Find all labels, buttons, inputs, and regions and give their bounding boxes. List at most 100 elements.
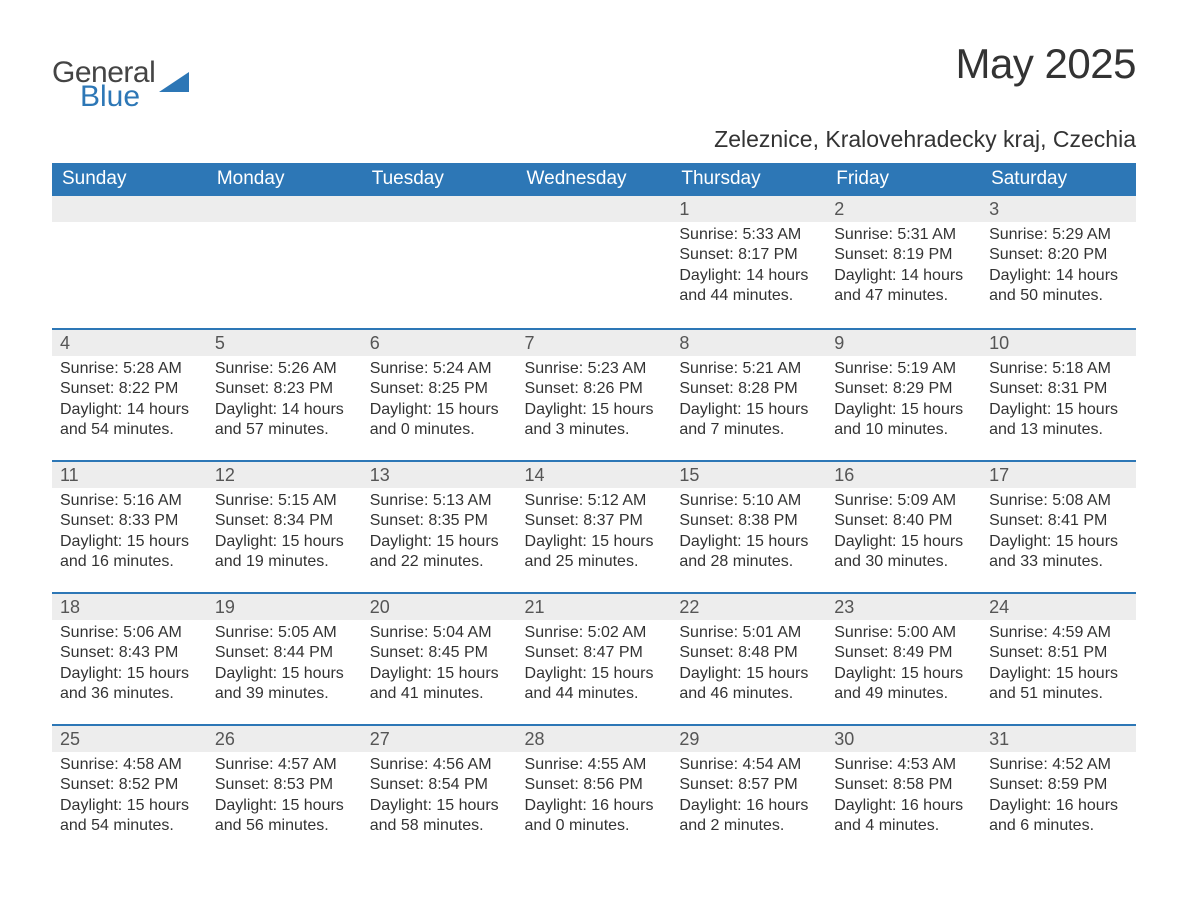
calendar-body: 1Sunrise: 5:33 AMSunset: 8:17 PMDaylight…: [52, 196, 1136, 856]
sunset-line: Sunset: 8:38 PM: [679, 511, 818, 531]
day-details: Sunrise: 5:04 AMSunset: 8:45 PMDaylight:…: [362, 620, 517, 707]
sunset-line: Sunset: 8:47 PM: [525, 643, 664, 663]
daylight-line: Daylight: 14 hours and 54 minutes.: [60, 400, 199, 441]
calendar-day-cell: 8Sunrise: 5:21 AMSunset: 8:28 PMDaylight…: [671, 328, 826, 460]
day-number: 14: [517, 460, 672, 488]
sunset-line: Sunset: 8:56 PM: [525, 775, 664, 795]
day-number: 12: [207, 460, 362, 488]
sunrise-line: Sunrise: 5:19 AM: [834, 359, 973, 379]
day-number: 3: [981, 196, 1136, 222]
weekday-header: Thursday: [671, 163, 826, 196]
sunset-line: Sunset: 8:49 PM: [834, 643, 973, 663]
calendar-day-cell: 23Sunrise: 5:00 AMSunset: 8:49 PMDayligh…: [826, 592, 981, 724]
day-number: 23: [826, 592, 981, 620]
day-number: 1: [671, 196, 826, 222]
day-number: 15: [671, 460, 826, 488]
day-number: 31: [981, 724, 1136, 752]
weekday-header: Wednesday: [517, 163, 672, 196]
daylight-line: Daylight: 14 hours and 50 minutes.: [989, 266, 1128, 307]
sunset-line: Sunset: 8:25 PM: [370, 379, 509, 399]
calendar-day-cell: [207, 196, 362, 328]
daylight-line: Daylight: 15 hours and 33 minutes.: [989, 532, 1128, 573]
daylight-line: Daylight: 15 hours and 3 minutes.: [525, 400, 664, 441]
calendar-day-cell: 21Sunrise: 5:02 AMSunset: 8:47 PMDayligh…: [517, 592, 672, 724]
sunset-line: Sunset: 8:48 PM: [679, 643, 818, 663]
day-details: Sunrise: 4:59 AMSunset: 8:51 PMDaylight:…: [981, 620, 1136, 707]
month-title: May 2025: [956, 40, 1136, 88]
day-details: Sunrise: 5:19 AMSunset: 8:29 PMDaylight:…: [826, 356, 981, 443]
day-details: Sunrise: 5:13 AMSunset: 8:35 PMDaylight:…: [362, 488, 517, 575]
day-number: 10: [981, 328, 1136, 356]
day-details: Sunrise: 5:31 AMSunset: 8:19 PMDaylight:…: [826, 222, 981, 309]
calendar-day-cell: 5Sunrise: 5:26 AMSunset: 8:23 PMDaylight…: [207, 328, 362, 460]
calendar-day-cell: 15Sunrise: 5:10 AMSunset: 8:38 PMDayligh…: [671, 460, 826, 592]
day-details: Sunrise: 5:24 AMSunset: 8:25 PMDaylight:…: [362, 356, 517, 443]
calendar-day-cell: 16Sunrise: 5:09 AMSunset: 8:40 PMDayligh…: [826, 460, 981, 592]
sunset-line: Sunset: 8:41 PM: [989, 511, 1128, 531]
sunrise-line: Sunrise: 4:57 AM: [215, 755, 354, 775]
day-details: Sunrise: 5:26 AMSunset: 8:23 PMDaylight:…: [207, 356, 362, 443]
sunrise-line: Sunrise: 4:55 AM: [525, 755, 664, 775]
daylight-line: Daylight: 14 hours and 47 minutes.: [834, 266, 973, 307]
calendar-day-cell: 28Sunrise: 4:55 AMSunset: 8:56 PMDayligh…: [517, 724, 672, 856]
day-number: 27: [362, 724, 517, 752]
sunrise-line: Sunrise: 5:33 AM: [679, 225, 818, 245]
daylight-line: Daylight: 14 hours and 44 minutes.: [679, 266, 818, 307]
daylight-line: Daylight: 15 hours and 10 minutes.: [834, 400, 973, 441]
sunset-line: Sunset: 8:28 PM: [679, 379, 818, 399]
calendar-day-cell: 18Sunrise: 5:06 AMSunset: 8:43 PMDayligh…: [52, 592, 207, 724]
sunset-line: Sunset: 8:23 PM: [215, 379, 354, 399]
daylight-line: Daylight: 15 hours and 49 minutes.: [834, 664, 973, 705]
daylight-line: Daylight: 15 hours and 51 minutes.: [989, 664, 1128, 705]
weekday-header: Friday: [826, 163, 981, 196]
sunset-line: Sunset: 8:43 PM: [60, 643, 199, 663]
day-details: Sunrise: 5:33 AMSunset: 8:17 PMDaylight:…: [671, 222, 826, 309]
day-number: 7: [517, 328, 672, 356]
weekday-header: Tuesday: [362, 163, 517, 196]
sunset-line: Sunset: 8:44 PM: [215, 643, 354, 663]
calendar-week-row: 1Sunrise: 5:33 AMSunset: 8:17 PMDaylight…: [52, 196, 1136, 328]
day-details: Sunrise: 5:08 AMSunset: 8:41 PMDaylight:…: [981, 488, 1136, 575]
day-number: 19: [207, 592, 362, 620]
weekday-header: Sunday: [52, 163, 207, 196]
day-details: Sunrise: 5:01 AMSunset: 8:48 PMDaylight:…: [671, 620, 826, 707]
calendar-day-cell: 9Sunrise: 5:19 AMSunset: 8:29 PMDaylight…: [826, 328, 981, 460]
weekday-header: Monday: [207, 163, 362, 196]
sunset-line: Sunset: 8:58 PM: [834, 775, 973, 795]
sunset-line: Sunset: 8:40 PM: [834, 511, 973, 531]
daylight-line: Daylight: 15 hours and 54 minutes.: [60, 796, 199, 837]
daylight-line: Daylight: 16 hours and 4 minutes.: [834, 796, 973, 837]
calendar-day-cell: 22Sunrise: 5:01 AMSunset: 8:48 PMDayligh…: [671, 592, 826, 724]
title-block: May 2025: [956, 40, 1136, 88]
sunset-line: Sunset: 8:29 PM: [834, 379, 973, 399]
sunset-line: Sunset: 8:17 PM: [679, 245, 818, 265]
daylight-line: Daylight: 15 hours and 44 minutes.: [525, 664, 664, 705]
calendar-day-cell: 26Sunrise: 4:57 AMSunset: 8:53 PMDayligh…: [207, 724, 362, 856]
daylight-line: Daylight: 16 hours and 6 minutes.: [989, 796, 1128, 837]
daylight-line: Daylight: 15 hours and 7 minutes.: [679, 400, 818, 441]
daylight-line: Daylight: 16 hours and 2 minutes.: [679, 796, 818, 837]
sunrise-line: Sunrise: 5:01 AM: [679, 623, 818, 643]
sunset-line: Sunset: 8:22 PM: [60, 379, 199, 399]
day-number: 26: [207, 724, 362, 752]
day-details: Sunrise: 4:56 AMSunset: 8:54 PMDaylight:…: [362, 752, 517, 839]
daylight-line: Daylight: 14 hours and 57 minutes.: [215, 400, 354, 441]
day-number: 8: [671, 328, 826, 356]
sunrise-line: Sunrise: 4:52 AM: [989, 755, 1128, 775]
day-details: Sunrise: 5:02 AMSunset: 8:47 PMDaylight:…: [517, 620, 672, 707]
day-details: Sunrise: 4:52 AMSunset: 8:59 PMDaylight:…: [981, 752, 1136, 839]
calendar-day-cell: 20Sunrise: 5:04 AMSunset: 8:45 PMDayligh…: [362, 592, 517, 724]
day-number: 5: [207, 328, 362, 356]
calendar-day-cell: 25Sunrise: 4:58 AMSunset: 8:52 PMDayligh…: [52, 724, 207, 856]
day-details: Sunrise: 5:21 AMSunset: 8:28 PMDaylight:…: [671, 356, 826, 443]
calendar-day-cell: 6Sunrise: 5:24 AMSunset: 8:25 PMDaylight…: [362, 328, 517, 460]
day-details: Sunrise: 5:18 AMSunset: 8:31 PMDaylight:…: [981, 356, 1136, 443]
day-number: 17: [981, 460, 1136, 488]
day-details: Sunrise: 5:28 AMSunset: 8:22 PMDaylight:…: [52, 356, 207, 443]
sunrise-line: Sunrise: 5:28 AM: [60, 359, 199, 379]
day-details: Sunrise: 4:55 AMSunset: 8:56 PMDaylight:…: [517, 752, 672, 839]
day-number: 21: [517, 592, 672, 620]
day-details: Sunrise: 5:23 AMSunset: 8:26 PMDaylight:…: [517, 356, 672, 443]
sunrise-line: Sunrise: 5:15 AM: [215, 491, 354, 511]
sunrise-line: Sunrise: 5:08 AM: [989, 491, 1128, 511]
